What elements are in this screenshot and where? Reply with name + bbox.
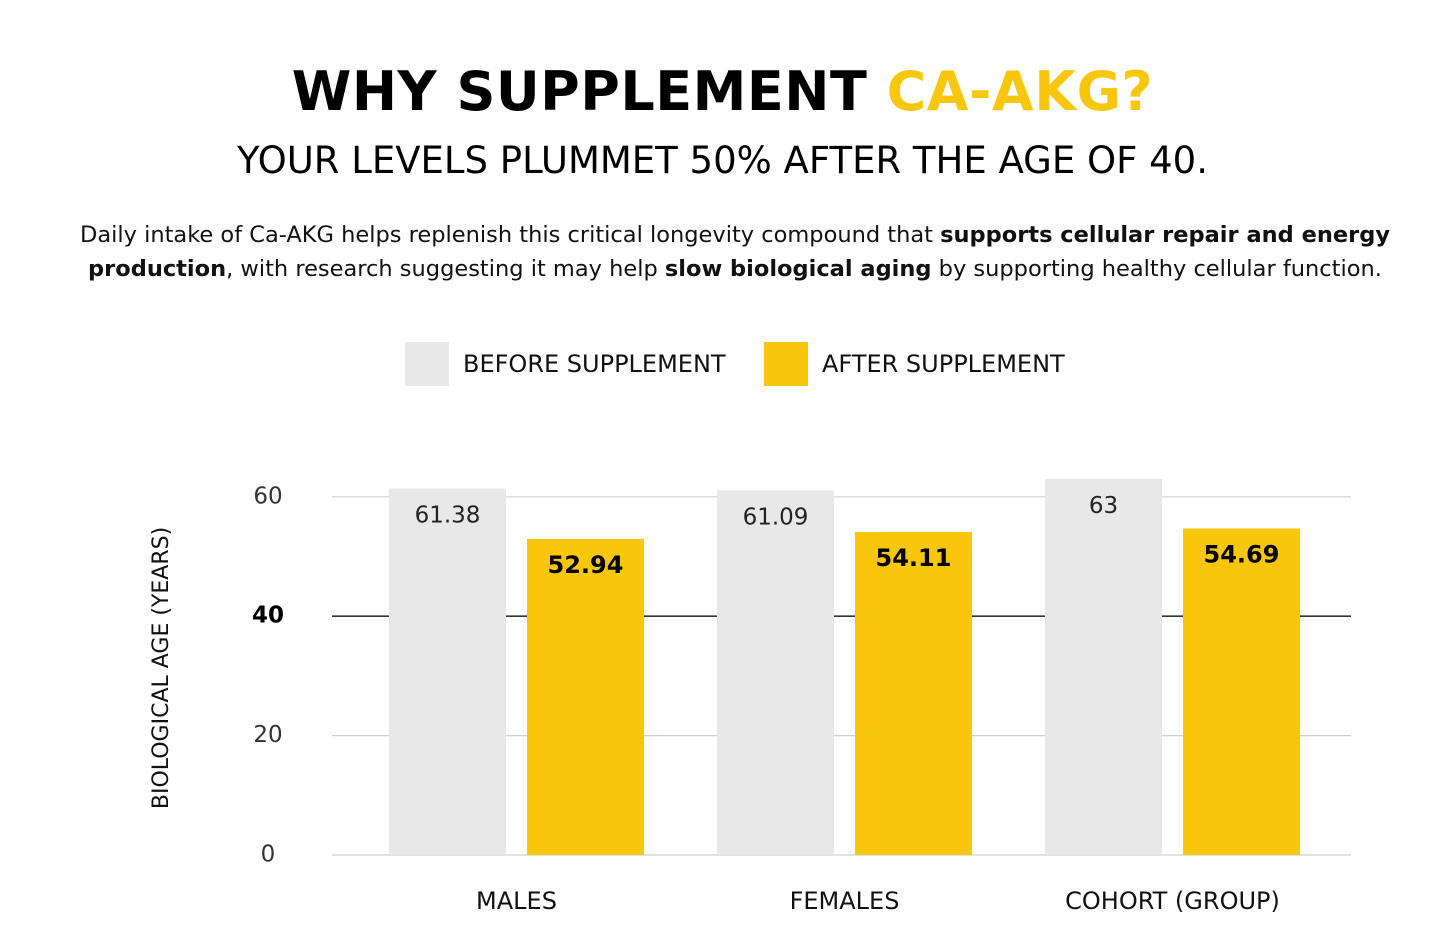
legend-label-before: BEFORE SUPPLEMENT — [463, 350, 726, 378]
legend-swatch-after — [764, 342, 808, 386]
description-part-3: by supporting healthy cellular function. — [931, 256, 1382, 282]
data-label-2-1: 54.69 — [1204, 541, 1280, 569]
legend-item-after: AFTER SUPPLEMENT — [764, 342, 1065, 386]
bar-females-before — [717, 490, 834, 855]
bar-cohort-group-after — [1183, 528, 1300, 855]
legend-label-after: AFTER SUPPLEMENT — [822, 350, 1065, 378]
legend-item-before: BEFORE SUPPLEMENT — [405, 342, 726, 386]
data-label-1-0: 61.09 — [743, 504, 809, 530]
description-paragraph: Daily intake of Ca-AKG helps replenish t… — [40, 218, 1430, 286]
data-label-2-0: 63 — [1089, 493, 1118, 519]
x-category-label-2: COHORT (GROUP) — [1065, 887, 1280, 915]
title-accent: CA-AKG? — [886, 60, 1154, 123]
bar-females-after — [855, 531, 972, 855]
x-category-label-1: FEMALES — [790, 887, 900, 915]
data-label-0-0: 61.38 — [415, 503, 481, 529]
data-label-1-1: 54.11 — [876, 544, 952, 572]
y-tick-label-0: 0 — [261, 842, 276, 868]
title-main: WHY SUPPLEMENT — [291, 60, 887, 123]
data-label-0-1: 52.94 — [548, 551, 624, 579]
description-part-2: , with research suggesting it may help — [226, 256, 665, 282]
page-title: WHY SUPPLEMENT CA-AKG? — [0, 52, 1445, 132]
x-category-label-0: MALES — [476, 887, 557, 915]
y-axis-title: BIOLOGICAL AGE (YEARS) — [149, 527, 174, 809]
bar-males-after — [527, 538, 644, 855]
description-part-1: Daily intake of Ca-AKG helps replenish t… — [80, 222, 941, 248]
description-bold-1: supports cellular repair and energy prod… — [88, 222, 1390, 282]
y-tick-label-60: 60 — [253, 483, 282, 509]
bar-cohort-group-before — [1045, 478, 1162, 855]
page-subtitle: YOUR LEVELS PLUMMET 50% AFTER THE AGE OF… — [237, 139, 1208, 182]
legend-swatch-before — [405, 342, 449, 386]
bar-males-before — [389, 488, 506, 855]
y-tick-label-20: 20 — [253, 722, 282, 748]
description-bold-2: slow biological aging — [664, 256, 932, 282]
y-tick-label-40: 40 — [252, 603, 284, 629]
